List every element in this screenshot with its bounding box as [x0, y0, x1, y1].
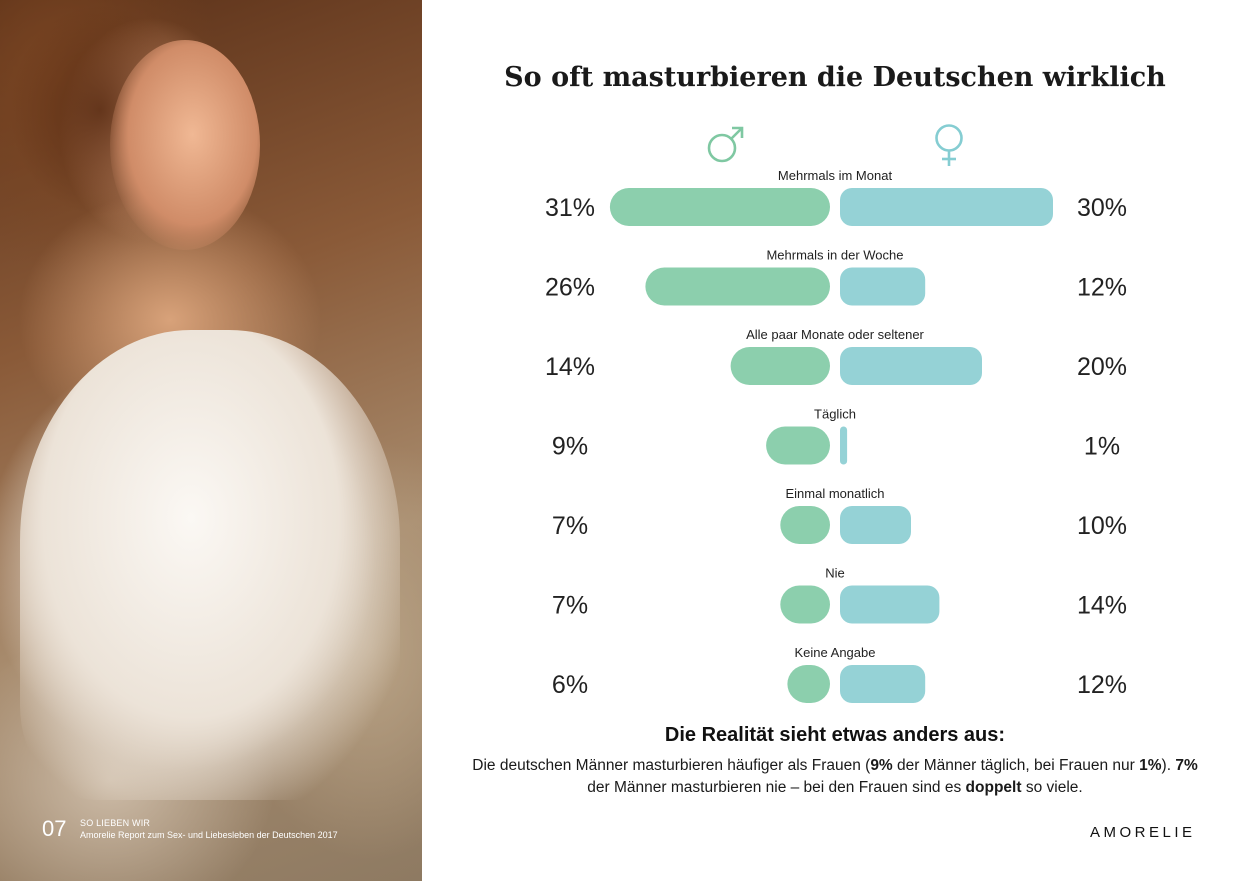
- female-bar: [840, 665, 926, 703]
- male-bar: [787, 665, 830, 703]
- female-value-label: 14%: [1077, 592, 1127, 620]
- conclusion-segment: der Männer täglich, bei Frauen nur: [892, 757, 1140, 774]
- male-value-label: 26%: [545, 274, 595, 302]
- conclusion-segment: ).: [1161, 757, 1176, 774]
- female-bar: [840, 347, 982, 385]
- female-value-label: 30%: [1077, 194, 1127, 222]
- female-value-label: 12%: [1077, 671, 1127, 699]
- footer-section-title: SO LIEBEN WIR: [80, 818, 151, 828]
- conclusion-segment: 9%: [870, 757, 893, 774]
- female-value-label: 20%: [1077, 353, 1127, 381]
- male-value-label: 7%: [552, 512, 588, 540]
- conclusion-text: Die deutschen Männer masturbieren häufig…: [470, 755, 1200, 799]
- category-label: Keine Angabe: [795, 645, 876, 660]
- category-label: Nie: [825, 566, 845, 581]
- female-value-label: 1%: [1084, 433, 1120, 461]
- page-number: 07: [42, 816, 67, 841]
- category-label: Alle paar Monate oder seltener: [746, 327, 924, 342]
- brand-logo: AMORELIE: [1090, 824, 1196, 841]
- male-bar: [766, 426, 830, 465]
- female-symbol-icon: [935, 124, 963, 166]
- female-bar: [840, 585, 940, 624]
- male-symbol-icon: [707, 126, 744, 163]
- male-bar: [780, 506, 830, 544]
- male-value-label: 6%: [552, 671, 588, 699]
- female-bar: [840, 426, 848, 465]
- footer-report-title: Amorelie Report zum Sex- und Liebesleben…: [80, 830, 338, 840]
- cover-photo: 07 SO LIEBEN WIR Amorelie Report zum Sex…: [0, 0, 422, 881]
- conclusion-segment: Die deutschen Männer masturbieren häufig…: [472, 757, 871, 774]
- male-bar: [780, 585, 830, 624]
- conclusion-segment: 1%: [1139, 757, 1162, 774]
- photo-face-shade: [110, 40, 260, 250]
- category-label: Täglich: [814, 407, 856, 422]
- female-bar: [840, 188, 1053, 226]
- female-bar: [840, 267, 926, 306]
- conclusion-segment: so viele.: [1021, 779, 1083, 796]
- male-bar: [730, 347, 830, 385]
- category-label: Mehrmals im Monat: [778, 168, 893, 183]
- female-value-label: 12%: [1077, 274, 1127, 302]
- conclusion-segment: der Männer masturbieren nie – bei den Fr…: [587, 779, 966, 796]
- male-bar: [609, 188, 830, 226]
- male-value-label: 31%: [545, 194, 595, 222]
- male-value-label: 9%: [552, 433, 588, 461]
- category-label: Mehrmals in der Woche: [766, 248, 903, 263]
- conclusion-segment: doppelt: [965, 779, 1022, 796]
- category-label: Einmal monatlich: [786, 486, 885, 501]
- diverging-bar-chart: Mehrmals im Monat 31% 30% Mehrmals in der W…: [545, 124, 1127, 703]
- male-value-label: 14%: [545, 353, 595, 381]
- male-bar: [645, 267, 830, 306]
- conclusion-segment: 7%: [1175, 757, 1198, 774]
- female-value-label: 10%: [1077, 512, 1127, 540]
- photo-chemise-shade: [20, 330, 400, 800]
- female-bar: [840, 506, 911, 544]
- conclusion-heading: Die Realität sieht etwas anders aus:: [664, 724, 1006, 746]
- chart-title: So oft masturbieren die Deutschen wirkli…: [504, 62, 1166, 93]
- male-value-label: 7%: [552, 592, 588, 620]
